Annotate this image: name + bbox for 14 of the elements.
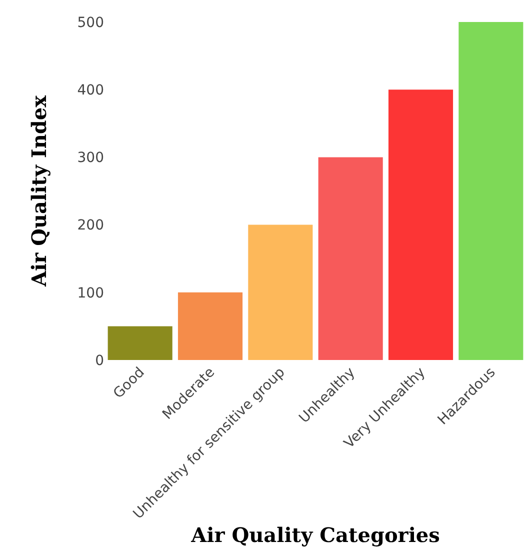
bar bbox=[248, 224, 313, 360]
bar bbox=[458, 22, 524, 360]
y-tick-label: 300 bbox=[77, 150, 104, 166]
y-tick-label: 100 bbox=[77, 285, 104, 302]
y-tick-label: 0 bbox=[95, 352, 104, 369]
y-tick-label: 400 bbox=[77, 82, 104, 98]
y-tick-label: 200 bbox=[77, 218, 104, 234]
bar bbox=[178, 292, 243, 360]
bar bbox=[318, 157, 383, 360]
bar bbox=[108, 326, 172, 360]
bar bbox=[388, 90, 454, 360]
y-tick-label: 500 bbox=[77, 14, 104, 31]
y-axis-title: Air Quality Index bbox=[26, 94, 51, 288]
x-axis-title: Air Quality Categories bbox=[190, 523, 440, 547]
